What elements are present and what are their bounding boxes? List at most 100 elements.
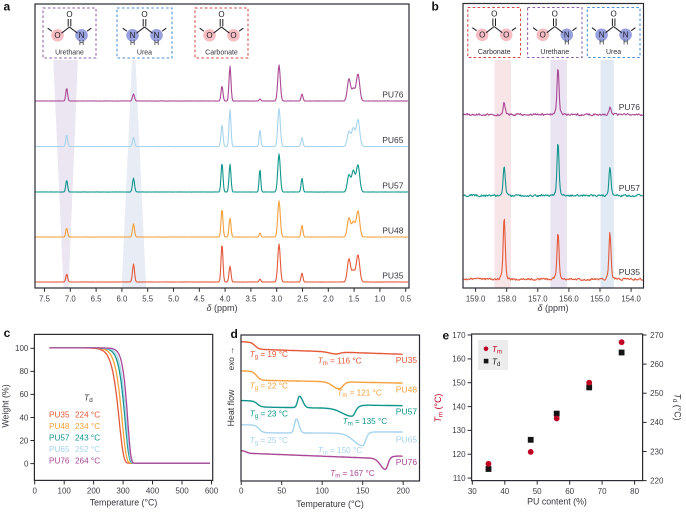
svg-text:120: 120 [452,450,466,459]
svg-text:O: O [54,31,60,40]
svg-text:100: 100 [15,344,29,353]
svg-text:Tm = 150 °C: Tm = 150 °C [318,446,363,457]
svg-text:150: 150 [452,379,466,388]
svg-text:O: O [540,31,546,40]
svg-text:5.5: 5.5 [142,295,154,304]
svg-text:170: 170 [452,331,466,340]
svg-text:140: 140 [452,402,466,411]
svg-text:243 °C: 243 °C [75,434,100,443]
svg-text:PU48: PU48 [396,385,418,395]
svg-text:O: O [66,10,72,19]
svg-text:b: b [432,0,439,14]
svg-text:160: 160 [452,355,466,364]
svg-text:224 °C: 224 °C [75,411,100,420]
svg-text:PU65: PU65 [49,445,70,454]
svg-text:H: H [564,40,569,47]
svg-text:Tm (°C): Tm (°C) [433,394,445,423]
svg-text:4.0: 4.0 [220,295,232,304]
svg-text:159.0: 159.0 [466,295,486,304]
svg-text:2.5: 2.5 [297,295,309,304]
svg-text:Urea: Urea [137,50,152,57]
svg-text:300: 300 [116,487,130,496]
svg-text:H: H [599,40,604,47]
svg-text:Tg = 25 °C: Tg = 25 °C [250,436,288,447]
svg-text:Carbonate: Carbonate [478,49,511,56]
svg-text:600: 600 [205,487,219,496]
svg-text:N: N [79,31,85,40]
svg-text:1.5: 1.5 [349,295,361,304]
svg-text:240: 240 [650,418,664,427]
svg-text:60: 60 [565,487,574,496]
svg-text:PU48: PU48 [49,422,70,431]
svg-text:PU57: PU57 [396,407,418,417]
svg-text:234 °C: 234 °C [75,422,100,431]
svg-text:80: 80 [630,487,639,496]
svg-text:O: O [206,31,212,40]
svg-text:Tg = 22 °C: Tg = 22 °C [250,382,288,393]
svg-text:Weight (%): Weight (%) [1,384,11,427]
svg-text:PU35: PU35 [382,271,404,281]
svg-text:154.0: 154.0 [621,295,641,304]
svg-text:1.0: 1.0 [374,295,386,304]
svg-text:PU76: PU76 [382,90,404,100]
svg-text:PU76: PU76 [396,457,418,467]
svg-text:Urethane: Urethane [540,49,569,56]
svg-text:O: O [230,31,236,40]
svg-text:2.0: 2.0 [323,295,335,304]
svg-text:7.5: 7.5 [39,295,51,304]
svg-text:O: O [610,10,616,19]
svg-text:5.0: 5.0 [168,295,180,304]
svg-text:200: 200 [87,487,101,496]
svg-text:Td: Td [492,358,500,369]
svg-text:O: O [141,10,147,19]
svg-text:50: 50 [277,487,286,496]
svg-text:264 °C: 264 °C [75,457,100,466]
svg-text:200: 200 [397,487,411,496]
svg-text:400: 400 [146,487,160,496]
svg-text:PU35: PU35 [49,411,70,420]
svg-text:0: 0 [32,487,37,496]
svg-text:100: 100 [58,487,72,496]
svg-text:exo →: exo → [227,347,236,371]
svg-text:0.5: 0.5 [400,295,412,304]
svg-text:H: H [130,40,135,47]
svg-text:H: H [154,40,159,47]
svg-text:157.0: 157.0 [528,295,548,304]
svg-text:PU content (%): PU content (%) [527,497,587,507]
svg-text:7.0: 7.0 [65,295,77,304]
svg-text:40: 40 [500,487,509,496]
svg-text:156.0: 156.0 [559,295,579,304]
svg-text:150: 150 [356,487,370,496]
svg-text:Td: Td [84,393,93,405]
svg-text:PU65: PU65 [382,135,404,145]
svg-text:Urea: Urea [606,49,621,56]
svg-text:220: 220 [650,476,664,485]
svg-text:PU76: PU76 [619,102,641,112]
svg-text:500: 500 [175,487,189,496]
svg-text:N: N [154,31,160,40]
svg-text:0: 0 [239,487,244,496]
svg-text:N: N [130,31,136,40]
svg-text:30: 30 [468,487,477,496]
svg-text:6.5: 6.5 [91,295,103,304]
svg-text:Carbonate: Carbonate [205,50,238,57]
svg-text:Tm = 167 °C: Tm = 167 °C [330,469,375,480]
svg-text:100: 100 [316,487,330,496]
svg-text:Td (°C): Td (°C) [671,393,683,420]
svg-text:Tg = 19 °C: Tg = 19 °C [250,350,288,361]
svg-text:270: 270 [650,331,664,340]
svg-text:PU35: PU35 [396,355,418,365]
svg-text:δ (ppm): δ (ppm) [206,303,237,313]
svg-text:Tg = 23 °C: Tg = 23 °C [250,410,288,421]
svg-text:O: O [552,10,558,19]
svg-text:Heat flow: Heat flow [226,389,236,426]
svg-text:a: a [4,0,11,14]
svg-text:Tm: Tm [492,345,502,356]
svg-text:110: 110 [453,474,466,483]
svg-text:40: 40 [19,413,28,422]
svg-text:e: e [443,329,450,343]
svg-text:Urethane: Urethane [55,50,84,57]
svg-text:Tm = 121 °C: Tm = 121 °C [337,389,382,400]
svg-text:Temperature (°C): Temperature (°C) [90,498,158,508]
svg-text:PU76: PU76 [49,457,70,466]
